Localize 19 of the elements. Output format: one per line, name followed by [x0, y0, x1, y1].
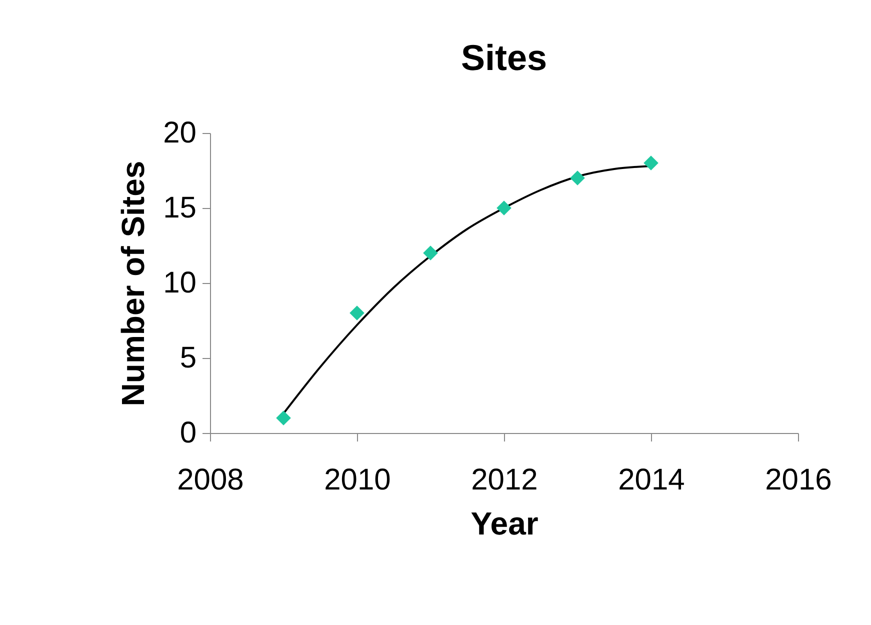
point — [570, 170, 585, 186]
y-tick-label: 15 — [163, 192, 196, 224]
x-tick-label: 2014 — [618, 464, 685, 496]
y-tick-label: 0 — [180, 416, 196, 450]
point — [644, 156, 658, 170]
y-tick-label: 10 — [163, 266, 196, 300]
x-tick-label: 2016 — [765, 464, 832, 496]
y-tick-label: 20 — [163, 116, 196, 150]
x-tick-label: 2010 — [324, 464, 391, 496]
y-tick-label: 5 — [180, 342, 196, 374]
point — [276, 410, 291, 426]
point — [496, 200, 512, 216]
point — [423, 246, 438, 260]
x-tick-label: 2008 — [177, 464, 244, 496]
point — [350, 306, 364, 320]
chart-title: Sites — [460, 37, 548, 78]
y-axis-title: Number of Sites — [115, 160, 152, 406]
x-tick-label: 2012 — [471, 464, 538, 496]
x-axis-title: Year — [470, 506, 538, 542]
